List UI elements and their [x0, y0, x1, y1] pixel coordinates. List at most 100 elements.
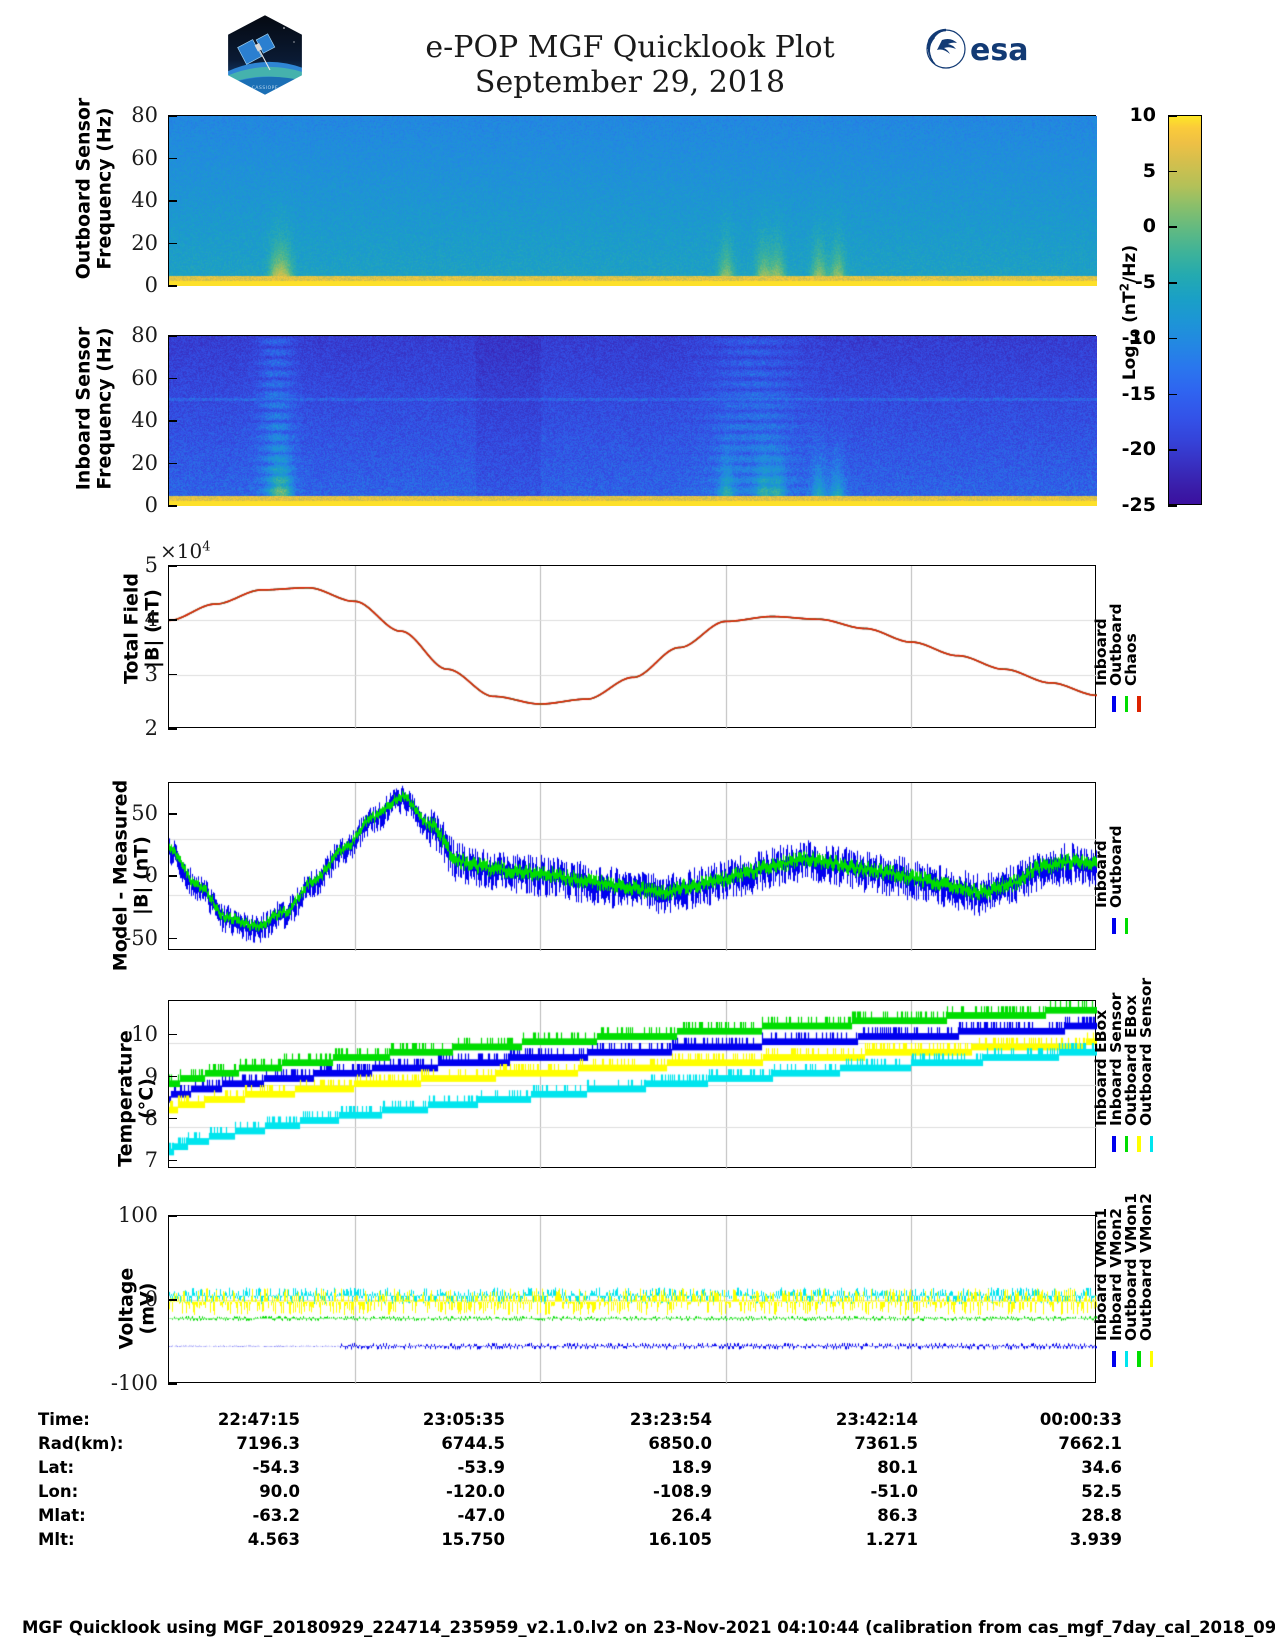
table-cell: -51.0: [870, 1482, 918, 1501]
table-row-key: Lon:: [38, 1482, 79, 1501]
legend-swatch-inboard-vmon1: [1112, 1351, 1116, 1367]
legend-swatch-outboard-sensor: [1149, 1136, 1153, 1152]
legend-swatch-outboard-vmon2: [1149, 1351, 1153, 1367]
ephemeris-table: Time: 22:47:15 23:05:35 23:23:54 23:42:14 00:…: [0, 1410, 1150, 1560]
table-cell: 6744.5: [441, 1434, 505, 1453]
ytick-label-total-field: 2: [144, 716, 158, 740]
ytick-label-temperature: 8: [144, 1105, 158, 1130]
legend-swatch-inboard-vmon2: [1124, 1351, 1128, 1367]
ytick-label-model-minus-measured: 0: [144, 863, 158, 888]
colorbar-title-unit-end: /Hz): [1120, 244, 1141, 284]
colorbar-tick-mark: [1168, 170, 1177, 173]
table-cell: 52.5: [1081, 1482, 1122, 1501]
ytick-mark: [168, 377, 177, 380]
title-line-2: September 29, 2018: [474, 65, 786, 101]
table-cell: -54.3: [252, 1458, 300, 1477]
table-cell: 86.3: [877, 1506, 918, 1525]
legend-label-outboard-sensor: Outboard Sensor: [1137, 977, 1155, 1126]
panel-model-minus-measured: [168, 782, 1097, 951]
ytick-mark: [168, 420, 177, 422]
ytick-label-outboard-spectrogram: 40: [131, 188, 158, 212]
ytick-mark: [168, 335, 177, 337]
ytick-label-inboard-spectrogram: 20: [131, 450, 158, 475]
ytick-mark: [168, 1383, 177, 1385]
svg-text:CASSIOPE: CASSIOPE: [252, 85, 279, 91]
panel-voltage: [168, 1215, 1097, 1384]
esa-logo: esa: [925, 26, 1045, 72]
colorbar-title-sub: 10: [1128, 328, 1143, 346]
ytick-label-inboard-spectrogram: 40: [131, 408, 158, 432]
ytick-label-temperature: 10: [131, 1021, 158, 1046]
table-row-key: Rad(km):: [38, 1434, 124, 1453]
colorbar-tick-mark: [1168, 449, 1177, 451]
ytick-label-total-field: 5: [144, 553, 158, 577]
table-cell: 7361.5: [854, 1434, 918, 1453]
table-cell: 90.0: [259, 1482, 300, 1501]
cassiope-satellite-logo: CASSIOPE: [222, 12, 308, 98]
ytick-mark: [168, 813, 177, 815]
table-cell: 23:05:35: [422, 1410, 505, 1429]
legend-swatches: [1112, 1136, 1153, 1152]
table-cell: -120.0: [445, 1482, 505, 1501]
ytick-label-outboard-spectrogram: 80: [131, 103, 158, 127]
legend-swatch-inboard: [1112, 918, 1116, 934]
panel-outboard-spectrogram: [168, 115, 1097, 286]
ytick-label-temperature: 7: [144, 1147, 158, 1172]
colorbar-tick-label: -5: [1134, 271, 1156, 294]
ytick-mark: [168, 673, 177, 676]
colorbar-title-sup: 2: [1117, 283, 1132, 292]
ytick-label-inboard-spectrogram: 0: [144, 493, 158, 517]
voltage-canvas: [169, 1216, 1097, 1384]
temperature-canvas: [169, 1001, 1097, 1169]
panel-ylabel-temperature: Temperature (°C): [114, 1030, 157, 1167]
ytick-label-outboard-spectrogram: 0: [144, 273, 158, 297]
colorbar-tick-mark: [1168, 337, 1177, 340]
legend-swatch-outboard: [1124, 696, 1128, 712]
ytick-mark: [168, 565, 177, 567]
table-cell: 7196.3: [236, 1434, 300, 1453]
legend-swatches: [1112, 1351, 1153, 1367]
ytick-mark: [168, 1215, 177, 1217]
total-field-canvas: [169, 566, 1097, 729]
ytick-mark: [168, 1299, 177, 1301]
table-cell: 34.6: [1081, 1458, 1122, 1477]
ytick-mark: [168, 875, 177, 877]
model-minus-measured-canvas: [169, 783, 1097, 951]
title-line-1: e-POP MGF Quicklook Plot: [425, 30, 835, 65]
exponent-power: 4: [202, 539, 211, 555]
ytick-mark: [168, 937, 177, 940]
ytick-label-total-field: 3: [144, 661, 158, 686]
colorbar-title-unit: (nT: [1120, 291, 1141, 323]
page-title: e-POP MGF Quicklook Plot September 29, 2…: [300, 30, 960, 101]
legend-swatch-outboard: [1124, 918, 1128, 934]
legend-temperature: Inboard EBox Inboard Sensor Outboard EBox O…: [1092, 978, 1200, 1168]
table-cell: 23:23:54: [629, 1410, 712, 1429]
table-cell: 80.1: [877, 1458, 918, 1477]
table-cell: 26.4: [671, 1506, 712, 1525]
legend-voltage: Inboard VMon1 Inboard VMon2 Outboard VMon1…: [1092, 1193, 1200, 1383]
legend-swatch-outboard-vmon1: [1137, 1351, 1141, 1367]
table-row-key: Mlt:: [38, 1530, 75, 1549]
ytick-mark: [168, 505, 177, 507]
ytick-mark: [168, 1033, 177, 1036]
table-row: Time: 22:47:15 23:05:35 23:23:54 23:42:14 00:…: [0, 1410, 1150, 1432]
table-row: Rad(km): 7196.3 6744.5 6850.0 7361.5 7662.1: [0, 1434, 1150, 1456]
ytick-mark: [168, 462, 177, 465]
ytick-mark: [168, 619, 177, 621]
colorbar-tick-label: -10: [1121, 326, 1156, 349]
ytick-mark: [168, 242, 177, 245]
table-row: Lat: -54.3 -53.9 18.9 80.1 34.6: [0, 1458, 1150, 1480]
legend-total-field: Inboard Outboard Chaos: [1092, 565, 1200, 728]
legend-swatch-outboard-ebox: [1137, 1136, 1141, 1152]
colorbar-tick-mark: [1168, 393, 1177, 396]
ytick-label-voltage: -100: [110, 1371, 158, 1395]
table-cell: 23:42:14: [835, 1410, 918, 1429]
colorbar-tick-mark: [1168, 505, 1177, 507]
ytick-mark: [168, 157, 177, 160]
ytick-mark: [168, 728, 177, 730]
svg-text:esa: esa: [970, 33, 1028, 68]
panel-total-field: [168, 565, 1097, 729]
colorbar-tick-label: 5: [1142, 159, 1156, 182]
ytick-label-total-field: 4: [144, 607, 158, 632]
